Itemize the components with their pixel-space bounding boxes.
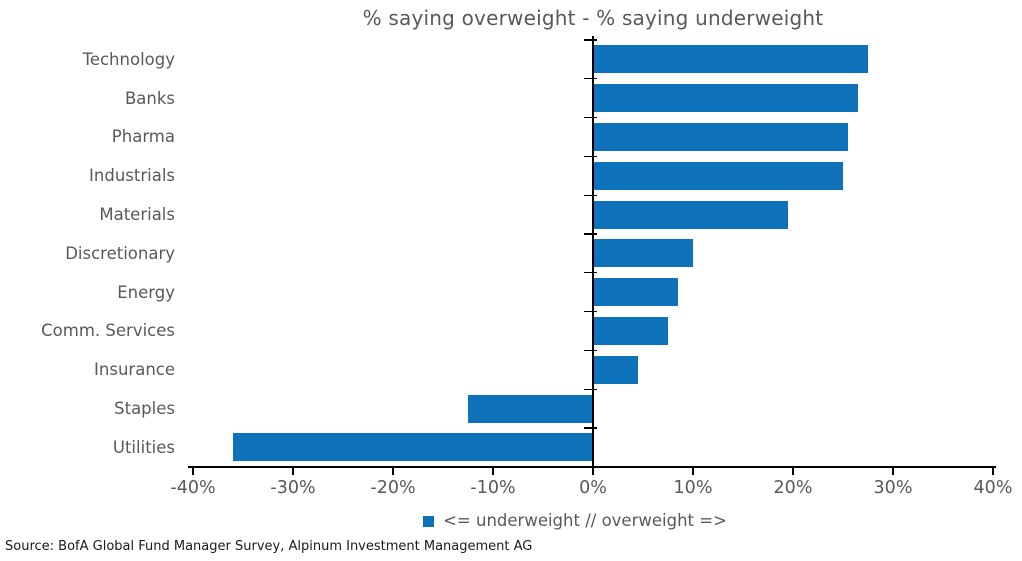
x-tick-label: -10% bbox=[470, 478, 516, 498]
y-axis-tick bbox=[584, 116, 597, 119]
x-tick-label: 30% bbox=[873, 478, 913, 498]
y-axis-tick bbox=[584, 427, 597, 429]
chart-title: % saying overweight - % saying underweig… bbox=[362, 6, 824, 30]
x-axis-line bbox=[188, 466, 996, 468]
x-tick-label: 0% bbox=[579, 478, 607, 498]
x-axis-tick bbox=[192, 467, 194, 475]
x-tick-label: -20% bbox=[370, 478, 416, 498]
category-label: Industrials bbox=[89, 166, 175, 186]
bar bbox=[593, 45, 868, 74]
x-axis-tick bbox=[892, 467, 894, 475]
source-note: Source: BofA Global Fund Manager Survey,… bbox=[5, 539, 533, 554]
x-axis-tick bbox=[792, 467, 794, 475]
y-axis-tick bbox=[584, 388, 597, 390]
bar bbox=[468, 394, 593, 423]
bar bbox=[593, 317, 668, 345]
bar bbox=[593, 355, 638, 384]
category-label: Staples bbox=[114, 399, 175, 419]
y-axis-tick bbox=[584, 349, 597, 352]
category-label: Utilities bbox=[112, 437, 175, 457]
legend: <= underweight // overweight => bbox=[175, 511, 975, 530]
bar bbox=[593, 278, 678, 307]
x-tick-label: 40% bbox=[973, 478, 1013, 498]
y-axis-tick bbox=[584, 233, 597, 235]
bar bbox=[593, 84, 858, 113]
category-label: Materials bbox=[99, 205, 175, 225]
y-axis-tick bbox=[584, 272, 597, 274]
legend-swatch-icon bbox=[423, 516, 435, 527]
category-label: Banks bbox=[124, 88, 175, 108]
legend-label: <= underweight // overweight => bbox=[443, 511, 727, 530]
bar bbox=[233, 433, 593, 462]
bar bbox=[593, 123, 848, 151]
y-axis-tick bbox=[584, 155, 597, 158]
category-label: Pharma bbox=[111, 127, 175, 147]
bar bbox=[593, 161, 843, 190]
bar bbox=[593, 200, 788, 229]
category-label: Energy bbox=[117, 282, 175, 302]
x-axis-tick bbox=[692, 467, 694, 475]
y-axis-tick bbox=[584, 39, 597, 41]
y-axis-line bbox=[592, 36, 594, 467]
x-tick-label: 20% bbox=[773, 478, 813, 498]
category-label: Comm. Services bbox=[41, 321, 175, 341]
x-tick-label: -30% bbox=[270, 478, 316, 498]
x-tick-label: -40% bbox=[170, 478, 216, 498]
category-label: Technology bbox=[82, 49, 175, 69]
category-label: Discretionary bbox=[65, 243, 175, 263]
x-axis-tick bbox=[292, 467, 294, 475]
x-tick-label: 10% bbox=[673, 478, 713, 498]
bar bbox=[593, 239, 693, 268]
y-axis-tick bbox=[584, 310, 597, 313]
x-axis-tick bbox=[992, 467, 994, 475]
y-axis-tick bbox=[584, 194, 597, 196]
x-axis-tick bbox=[592, 467, 594, 475]
category-label: Insurance bbox=[94, 360, 175, 380]
x-axis-tick bbox=[492, 467, 494, 475]
y-axis-tick bbox=[584, 78, 597, 80]
x-axis-tick bbox=[392, 467, 394, 475]
